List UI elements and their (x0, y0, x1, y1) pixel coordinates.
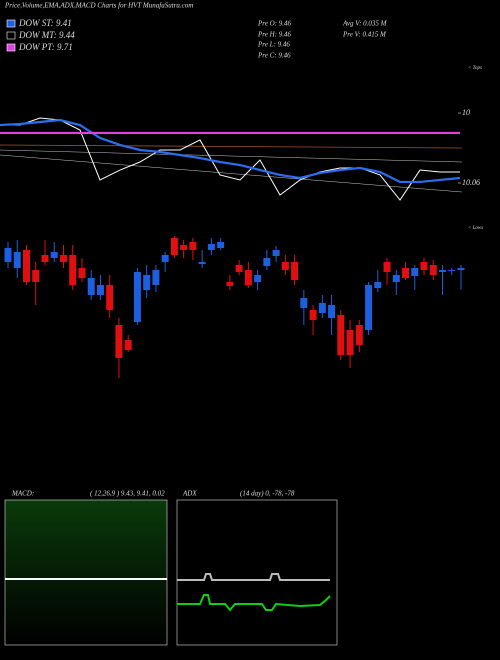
legend-swatch (6, 43, 16, 52)
candle-body (244, 270, 252, 285)
candle-body (32, 270, 40, 282)
candle-body (124, 340, 132, 350)
candle-body (263, 258, 271, 266)
candle-body (272, 250, 280, 256)
candle-body (300, 298, 308, 308)
candle-body (291, 262, 299, 280)
candle-body (161, 255, 169, 262)
candle-body (41, 255, 49, 262)
band-line (0, 144, 463, 149)
candle-body (328, 305, 336, 318)
candle-body (13, 252, 21, 268)
y-tick-label: 10 (462, 108, 470, 117)
candle-body (439, 270, 447, 272)
candle-body (207, 244, 215, 250)
adx-panel (176, 499, 338, 646)
candle-body (87, 278, 95, 295)
legend-label: DOW ST: 9.41 (18, 18, 72, 28)
adx-params: (14 day) 0, -78, -78 (240, 490, 295, 498)
legend-swatch (6, 19, 16, 28)
info: Pre H: 9.46 (257, 31, 291, 39)
legend-label: DOW MT: 9.44 (18, 30, 75, 40)
candle-body (281, 262, 289, 270)
candle-body (152, 270, 160, 285)
legend-swatch (6, 31, 16, 40)
candle-body (189, 242, 197, 250)
candle-body (355, 325, 363, 345)
candle-body (346, 330, 354, 355)
macd-panel (4, 499, 168, 646)
di-line (177, 594, 331, 612)
candle-body (143, 275, 151, 290)
candle-body (4, 248, 12, 262)
macd-label: MACD: (11, 490, 34, 498)
candle-body (170, 238, 178, 255)
candle-body (226, 282, 234, 286)
adx-line (177, 573, 330, 581)
lows-label: < Lows (468, 226, 483, 231)
candle-body (365, 285, 373, 330)
candle-body (59, 255, 67, 262)
candle-body (402, 268, 410, 278)
candle-body (457, 268, 465, 270)
candle-body (50, 252, 58, 258)
info: Pre L: 9.46 (257, 41, 290, 49)
candle-body (78, 268, 86, 278)
macd-params: ( 12,26,9 ) 9.43, 9.41, 0.02 (90, 490, 165, 498)
band-line (0, 149, 463, 163)
info: Pre O: 9.46 (257, 20, 291, 28)
info: Pre V: 0.415 M (342, 31, 387, 39)
candle-body (69, 255, 77, 285)
candle-body (392, 275, 400, 282)
candle-body (198, 262, 206, 264)
adx-label: ADX (182, 490, 197, 498)
candle-body (217, 242, 225, 248)
candle-body (411, 268, 419, 276)
candle-body (448, 270, 456, 271)
candle-body (254, 275, 262, 282)
candle-body (106, 285, 114, 310)
price-line (0, 118, 461, 184)
candle-body (96, 285, 104, 295)
candle-body (383, 262, 391, 272)
info: Avg V: 0.035 M (342, 20, 388, 28)
candle-body (374, 282, 382, 288)
candle-body (309, 310, 317, 320)
band-line (0, 154, 463, 193)
candle-body (420, 262, 428, 270)
legend-label: DOW PT: 9.71 (18, 42, 73, 52)
candle-body (429, 265, 437, 275)
tops-label: < Tops (468, 66, 482, 71)
candle-body (235, 265, 243, 272)
candle-body (180, 245, 188, 250)
y-tick-label: 10.06 (462, 178, 480, 187)
candle-body (318, 303, 326, 313)
info: Pre C: 9.46 (257, 52, 291, 60)
candle-body (133, 272, 141, 322)
candle-body (115, 325, 123, 358)
candle-body (22, 250, 30, 282)
candle-body (337, 315, 345, 355)
price-line (0, 117, 460, 201)
chart-title: Price,Volume,EMA,ADX,MACD Charts for HVT… (4, 2, 193, 10)
